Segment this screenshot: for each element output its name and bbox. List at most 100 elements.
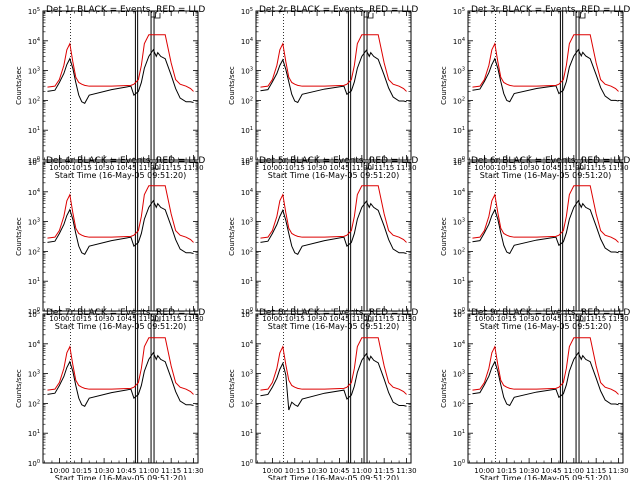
x-tick-label: 11:15	[374, 467, 394, 475]
x-tick-label: 10:45	[541, 467, 561, 475]
y-tick-label: 100	[453, 156, 465, 165]
x-tick-label: 10:30	[519, 164, 539, 172]
y-tick-label: 103	[453, 218, 465, 227]
y-tick-exponent: 0	[462, 307, 465, 313]
y-tick-label: 103	[241, 218, 253, 227]
y-tick-exponent: 1	[250, 277, 253, 283]
x-tick-label: 11:30	[608, 467, 628, 475]
y-tick-label: 102	[241, 247, 253, 256]
y-tick-exponent: 1	[250, 126, 253, 132]
x-tick-label: 11:00	[139, 164, 159, 172]
y-tick-label: 103	[453, 370, 465, 379]
y-tick-exponent: 5	[462, 7, 465, 13]
panel-det-1: Det 1r BLACK = Events, RED = LLD10010110…	[15, 5, 205, 180]
y-tick-label: 100	[241, 307, 253, 316]
gap-bracket	[151, 315, 156, 321]
x-axis-label: Start Time (16-May-05 09:51:20)	[268, 322, 399, 331]
events-series-line	[47, 351, 194, 407]
gap-bracket	[579, 13, 586, 19]
y-tick-label: 104	[241, 340, 253, 349]
y-tick-exponent: 5	[37, 158, 40, 164]
x-tick-label: 11:00	[564, 164, 584, 172]
panel-det-9: Det 9r BLACK = Events, RED = LLD10010110…	[440, 308, 630, 480]
y-axis-label: Counts/sec	[228, 369, 236, 408]
panel-det-2: Det 2r BLACK = Events, RED = LLD10010110…	[228, 5, 418, 180]
y-tick-label: 100	[241, 459, 253, 468]
y-tick-exponent: 4	[250, 340, 253, 346]
x-tick-label: 10:15	[72, 164, 92, 172]
gap-bracket	[154, 164, 161, 170]
x-tick-label: 11:30	[183, 467, 203, 475]
lld-series-line	[47, 34, 194, 92]
y-axis-label: Counts/sec	[228, 66, 236, 105]
events-series-line	[260, 352, 407, 411]
x-tick-label: 11:15	[586, 164, 606, 172]
gap-bracket	[367, 13, 374, 19]
plot-frame	[42, 313, 199, 464]
x-tick-label: 10:45	[541, 164, 561, 172]
y-tick-exponent: 0	[37, 156, 40, 162]
y-tick-exponent: 0	[462, 459, 465, 465]
y-tick-exponent: 3	[37, 67, 40, 73]
y-tick-exponent: 5	[250, 7, 253, 13]
lld-series-line	[47, 337, 194, 395]
lld-series-line	[260, 34, 407, 92]
x-axis-label: Start Time (16-May-05 09:51:20)	[55, 171, 186, 180]
y-axis-label: Counts/sec	[440, 217, 448, 256]
y-tick-exponent: 2	[250, 96, 253, 102]
x-tick-label: 11:00	[139, 467, 159, 475]
y-tick-exponent: 3	[462, 67, 465, 73]
x-tick-label: 10:00	[474, 164, 494, 172]
y-tick-exponent: 4	[37, 340, 40, 346]
plot-frame	[255, 161, 412, 312]
y-tick-label: 104	[241, 188, 253, 197]
y-tick-label: 104	[453, 188, 465, 197]
gap-bracket	[154, 316, 161, 322]
y-tick-label: 101	[453, 429, 465, 438]
y-tick-exponent: 2	[462, 399, 465, 405]
gap-bracket	[364, 315, 369, 321]
x-tick-label: 10:30	[94, 164, 114, 172]
y-tick-label: 104	[28, 340, 40, 349]
y-tick-exponent: 2	[37, 247, 40, 253]
y-tick-label: 105	[241, 158, 253, 167]
lld-series-line	[260, 185, 407, 243]
y-tick-exponent: 5	[250, 310, 253, 316]
y-tick-label: 101	[28, 429, 40, 438]
events-series-line	[472, 351, 619, 407]
y-tick-label: 101	[28, 126, 40, 135]
y-tick-exponent: 3	[250, 370, 253, 376]
y-axis-label: Counts/sec	[15, 66, 23, 105]
x-tick-label: 11:15	[161, 467, 181, 475]
gap-bracket	[154, 13, 161, 19]
y-axis-label: Counts/sec	[15, 217, 23, 256]
x-tick-label: 11:15	[374, 164, 394, 172]
x-tick-label: 10:15	[285, 164, 305, 172]
y-axis-label: Counts/sec	[440, 369, 448, 408]
x-tick-label: 10:45	[116, 164, 136, 172]
y-tick-exponent: 0	[37, 307, 40, 313]
events-series-line	[260, 49, 407, 104]
events-series-line	[472, 199, 619, 255]
plot-frame	[467, 10, 624, 161]
data-area	[260, 11, 407, 160]
x-tick-label: 11:30	[396, 164, 416, 172]
gap-bracket	[576, 12, 581, 18]
x-tick-label: 10:00	[49, 164, 69, 172]
x-tick-label: 10:15	[72, 467, 92, 475]
y-tick-exponent: 2	[462, 96, 465, 102]
y-tick-exponent: 3	[462, 218, 465, 224]
y-tick-label: 105	[453, 310, 465, 319]
lld-series-line	[472, 185, 619, 243]
x-tick-label: 10:30	[94, 467, 114, 475]
y-tick-exponent: 2	[37, 399, 40, 405]
panel-det-6: Det 6r BLACK = Events, RED = LLD10010110…	[440, 156, 630, 331]
y-tick-label: 102	[28, 247, 40, 256]
y-tick-label: 101	[453, 126, 465, 135]
y-tick-label: 100	[453, 459, 465, 468]
y-tick-exponent: 5	[250, 158, 253, 164]
data-area	[260, 162, 407, 311]
y-tick-label: 105	[28, 310, 40, 319]
y-tick-exponent: 5	[37, 310, 40, 316]
